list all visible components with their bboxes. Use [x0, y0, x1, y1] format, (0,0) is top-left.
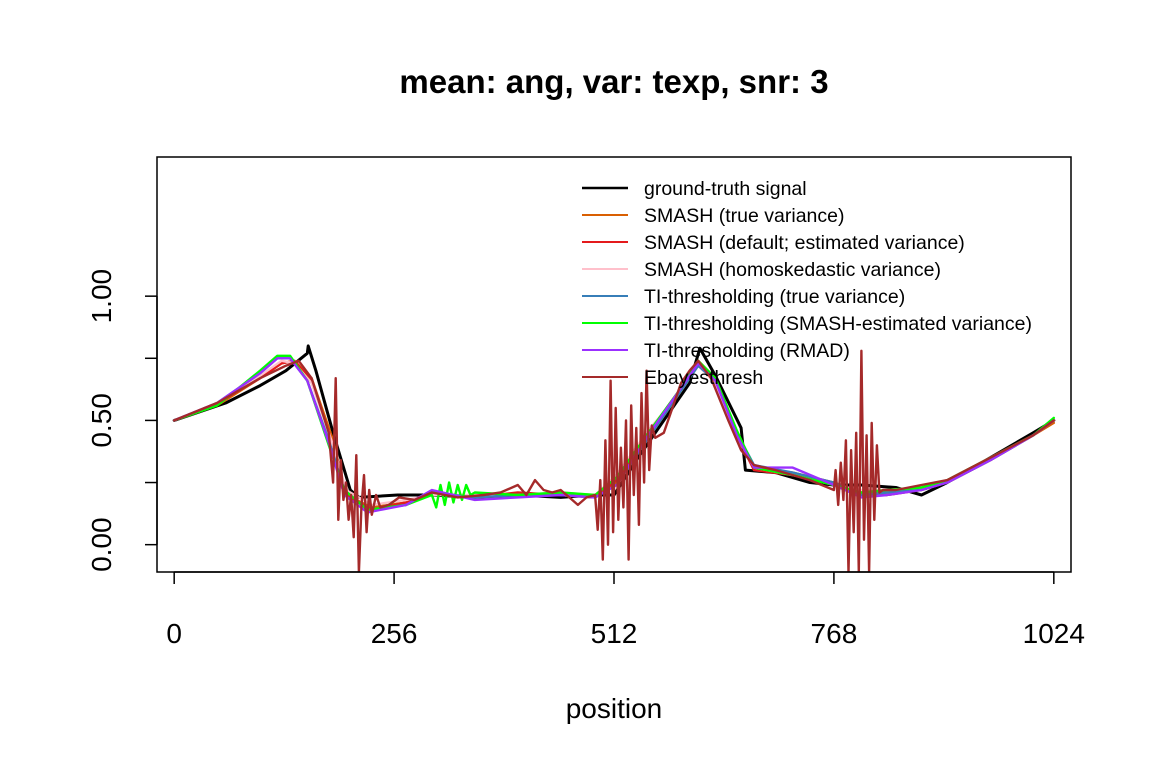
y-tick-label-2: 1.00 — [86, 269, 117, 324]
chart-title: mean: ang, var: texp, snr: 3 — [399, 63, 828, 100]
series-line-7 — [173, 349, 1055, 572]
legend-label-4: TI-thresholding (true variance) — [644, 286, 905, 308]
legend-label-7: Ebayesthresh — [644, 367, 763, 389]
legend-label-6: TI-thresholding (RMAD) — [644, 340, 850, 362]
series-group — [172, 344, 1056, 572]
legend: ground-truth signal SMASH (true variance)… — [582, 178, 1032, 389]
y-tick-label-1: 0.50 — [86, 393, 117, 448]
y-axis: 0.00 0.50 1.00 — [86, 269, 158, 572]
x-tick-label-1: 256 — [371, 618, 418, 649]
legend-label-5: TI-thresholding (SMASH-estimated varianc… — [644, 313, 1032, 335]
x-axis-label: position — [566, 693, 663, 724]
x-axis: 0 256 512 768 1024 — [166, 571, 1085, 649]
legend-label-1: SMASH (true variance) — [644, 205, 844, 227]
legend-label-3: SMASH (homoskedastic variance) — [644, 259, 941, 281]
x-tick-label-0: 0 — [166, 618, 182, 649]
legend-label-2: SMASH (default; estimated variance) — [644, 232, 965, 254]
x-tick-label-2: 512 — [591, 618, 638, 649]
y-tick-label-0: 0.00 — [86, 517, 117, 572]
legend-label-0: ground-truth signal — [644, 178, 807, 200]
x-tick-label-4: 1024 — [1023, 618, 1085, 649]
x-tick-label-3: 768 — [811, 618, 858, 649]
